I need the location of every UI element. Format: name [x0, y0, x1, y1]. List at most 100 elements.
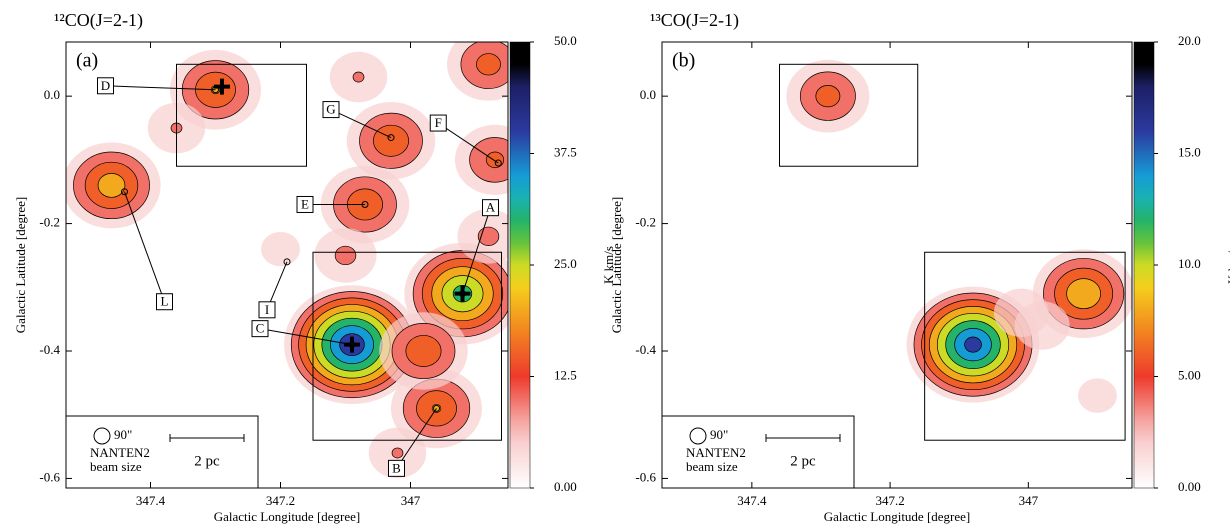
target-dot	[348, 341, 356, 349]
region-box	[779, 63, 919, 167]
map-area	[786, 59, 1132, 413]
x-tick-label: 347.2	[266, 493, 295, 508]
beam-text: NANTEN2	[90, 445, 150, 460]
emission-peak	[993, 288, 1049, 337]
emission-peak	[446, 42, 508, 101]
label-box	[156, 293, 173, 311]
colorbar-tick-label: 37.5	[554, 144, 577, 159]
label: B	[392, 460, 401, 475]
x-axis-label: Galactic Longitude [degree]	[214, 509, 361, 524]
colorbar-tick-label: 25.0	[554, 256, 577, 271]
colorbar-tick-label: 0.00	[554, 479, 577, 494]
colorbar-label: K km/s	[1225, 246, 1230, 284]
x-tick-label: 347.2	[875, 493, 904, 508]
contour	[477, 226, 500, 246]
x-tick-label: 347.4	[737, 493, 767, 508]
contour	[815, 85, 841, 108]
label-box	[258, 301, 276, 319]
label-box	[388, 459, 405, 477]
label: E	[301, 196, 309, 211]
y-tick-label: -0.2	[39, 215, 60, 230]
beam-text: beam size	[686, 459, 738, 474]
contour	[964, 336, 982, 353]
beam-circle	[689, 427, 707, 445]
contour	[97, 173, 126, 198]
x-tick-label: 347	[1019, 493, 1039, 508]
colorbar-tick-label: 50.0	[554, 33, 577, 48]
colorbar	[1133, 41, 1155, 489]
y-tick-label: -0.4	[39, 342, 60, 357]
contour	[485, 151, 505, 169]
emission-peak	[314, 228, 377, 283]
target-dot	[433, 404, 440, 412]
contour	[261, 231, 300, 267]
contour	[334, 245, 357, 266]
panel-title: ¹³CO(J=2-1)	[650, 10, 739, 31]
beam-text: beam size	[90, 459, 142, 474]
contour	[1077, 378, 1117, 413]
target-dot	[494, 159, 502, 167]
contour	[405, 335, 442, 367]
scale-bar	[765, 434, 841, 442]
beam-label: 90"	[710, 427, 728, 442]
map-area	[66, 42, 508, 479]
x-tick-label: 347	[401, 493, 421, 508]
leader-line	[124, 191, 165, 302]
colorbar-tick-label: 12.5	[554, 367, 577, 382]
label-box	[429, 114, 447, 132]
plot-frame	[661, 41, 1133, 489]
y-tick-label: -0.4	[635, 342, 656, 357]
region-box	[176, 63, 307, 167]
target-dot	[459, 290, 466, 298]
target-dot	[283, 258, 291, 266]
scale-label: 2 pc	[194, 453, 220, 469]
emission-peak	[454, 124, 508, 195]
label-box	[251, 320, 269, 338]
beam-label: 90"	[114, 427, 132, 442]
leader-line	[259, 328, 353, 346]
label-box	[296, 195, 314, 213]
leader-line	[105, 85, 216, 91]
colorbar-tick-label: 20.0	[1178, 33, 1201, 48]
y-tick-label: -0.6	[635, 469, 656, 484]
label-box	[482, 199, 499, 217]
leader-line	[330, 109, 392, 139]
target-dot	[212, 86, 219, 94]
label: G	[326, 102, 335, 117]
colorbar-label: K km/s	[601, 246, 616, 284]
y-tick-label: 0.0	[44, 87, 60, 102]
label: I	[265, 302, 269, 317]
contour	[993, 288, 1049, 337]
target-dot	[361, 200, 369, 208]
label-box	[97, 77, 114, 95]
x-tick-label: 347.4	[136, 493, 166, 508]
label: D	[101, 78, 110, 93]
contour	[391, 447, 404, 459]
panel-label: (b)	[672, 50, 695, 72]
region-box	[312, 251, 502, 441]
y-tick-label: -0.2	[635, 215, 656, 230]
leader-line	[462, 207, 491, 294]
cross-marker	[344, 336, 360, 353]
contour	[476, 53, 501, 76]
target-dot	[387, 134, 395, 142]
emission-peak	[1077, 378, 1117, 413]
panel-title: ¹²CO(J=2-1)	[54, 10, 143, 31]
scale-bar	[169, 434, 245, 442]
contour	[352, 71, 365, 83]
emission-peak	[786, 59, 870, 133]
label-box	[322, 101, 340, 119]
emission-peak	[457, 209, 508, 264]
beam-box	[661, 415, 855, 489]
label: F	[435, 115, 442, 130]
leader-line	[396, 408, 437, 469]
beam-circle	[93, 427, 111, 445]
target-dot	[121, 188, 128, 196]
beam-text: NANTEN2	[686, 445, 746, 460]
y-tick-label: 0.0	[640, 87, 656, 102]
emission-peak	[329, 51, 388, 103]
emission-peak	[66, 142, 161, 229]
colorbar-tick-label: 5.00	[1178, 367, 1201, 382]
beam-box	[65, 415, 259, 489]
